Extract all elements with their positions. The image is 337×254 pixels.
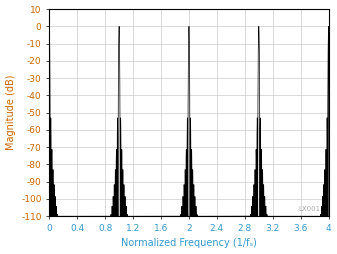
- Y-axis label: Magnitude (dB): Magnitude (dB): [5, 75, 16, 150]
- Text: LX001: LX001: [298, 206, 320, 212]
- X-axis label: Normalized Frequency (1/fₛ): Normalized Frequency (1/fₛ): [121, 239, 257, 248]
